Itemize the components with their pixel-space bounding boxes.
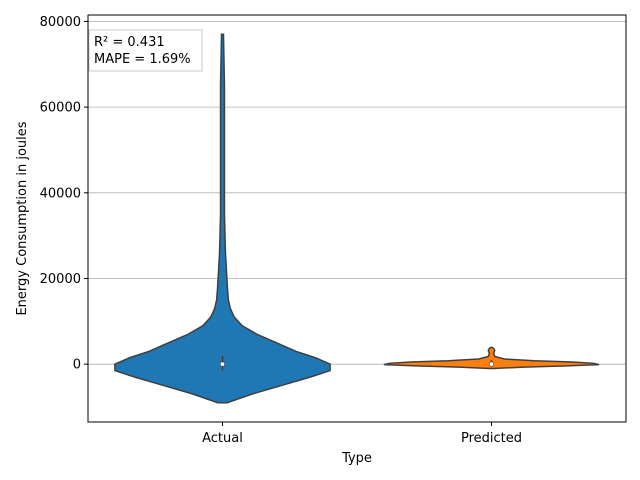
plot-frame [87, 14, 627, 423]
violin-body-actual [114, 33, 331, 404]
violin-median-actual [220, 361, 226, 367]
x-tick-label-0: Actual [202, 431, 243, 446]
x-axis-ticks: Actual Predicted [202, 422, 522, 446]
y-tick-label-4: 80000 [40, 15, 81, 30]
y-tick-label-1: 20000 [40, 272, 81, 287]
y-axis-ticks: 0 20000 40000 60000 80000 [40, 15, 88, 373]
violin-median-predicted [488, 361, 494, 367]
mape-text: MAPE = 1.69% [94, 52, 191, 67]
r-squared-text: R² = 0.431 [94, 35, 165, 50]
violin-body-predicted [383, 346, 600, 370]
violins [114, 33, 600, 404]
annotation-box [88, 29, 203, 72]
violin-predicted [383, 346, 600, 370]
x-axis-label: Type [341, 451, 372, 466]
x-tick-label-1: Predicted [461, 431, 522, 446]
y-axis-label: Energy Consumption in joules [15, 121, 30, 315]
y-tick-label-3: 60000 [40, 101, 81, 116]
gridlines [88, 21, 626, 365]
violin-actual [114, 33, 331, 404]
y-tick-label-2: 40000 [40, 186, 81, 201]
stats-annotation: R² = 0.431 MAPE = 1.69% [88, 29, 203, 72]
y-tick-label-0: 0 [73, 358, 81, 373]
